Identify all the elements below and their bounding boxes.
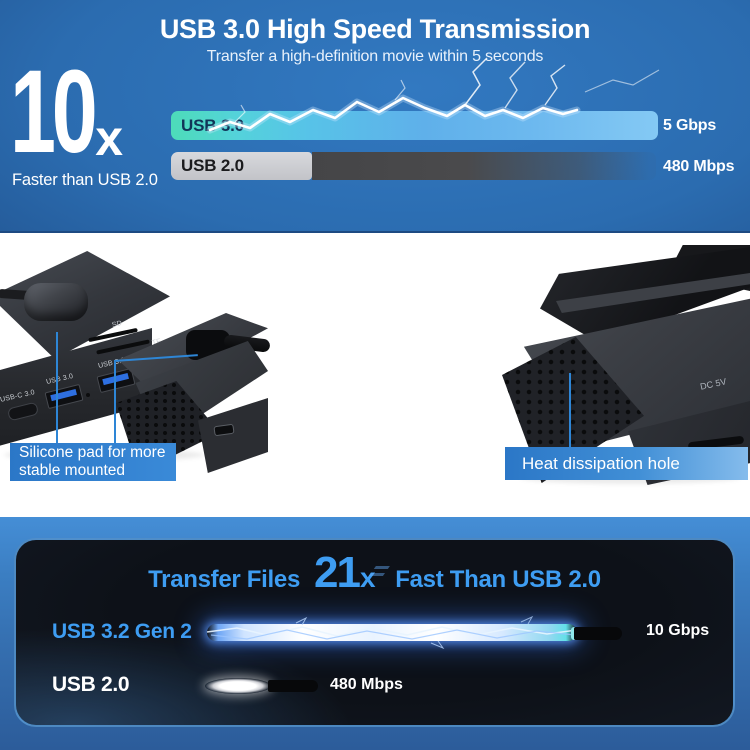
beam-cap-usb2	[268, 680, 318, 692]
callout-line-pad-1	[56, 332, 58, 444]
card-title-suffix: Fast Than USB 2.0	[395, 566, 601, 593]
multiplier-number: 10	[10, 46, 98, 178]
card-title: Transfer Files 21 x Fast Than USB 2.0	[16, 548, 733, 598]
card-title-x: x	[360, 562, 376, 594]
caption-line-2: stable mounted	[19, 462, 125, 479]
caption-line-1: Silicone pad for more	[19, 444, 166, 461]
usb-plug-on-pad	[24, 283, 88, 321]
card-title-prefix: Transfer Files	[148, 566, 300, 593]
reset-hole	[86, 393, 90, 397]
usb2-bar-label: USB 2.0	[181, 156, 244, 175]
beam-cap-usb32	[574, 627, 622, 640]
multiplier-x: x	[95, 110, 124, 167]
usb3-speed-value: 5 Gbps	[663, 117, 717, 134]
multiplier-10x: 10 x	[10, 46, 124, 178]
usb2-speed-track	[312, 152, 656, 180]
callout-line-pad-2	[114, 362, 116, 445]
banner-subtitle: Transfer a high-definition movie within …	[206, 48, 544, 65]
feature-photos-section: SD TF USB-C 3.0 USB 3.0 USB 3.0 Silicone…	[0, 233, 750, 517]
electric-puff-usb2	[205, 678, 271, 694]
card-title-multiplier: 21	[314, 548, 361, 597]
usb2-row-value: 480 Mbps	[330, 676, 403, 693]
beam-filaments	[206, 615, 578, 650]
heat-dissipation-caption: Heat dissipation hole	[505, 447, 748, 480]
transfer-speed-section: Transfer Files 21 x Fast Than USB 2.0 US…	[0, 517, 750, 750]
electric-beam-usb32	[206, 615, 578, 650]
usb2-speed-bar: USB 2.0	[171, 152, 312, 180]
multiplier-caption: Faster than USB 2.0	[12, 171, 158, 189]
speed-banner: USB 3.0 High Speed Transmission Transfer…	[0, 0, 750, 233]
usb32-row-label: USB 3.2 Gen 2	[52, 620, 192, 643]
callout-line-vent	[569, 373, 571, 448]
usb2-row-label: USB 2.0	[52, 673, 130, 696]
banner-title: USB 3.0 High Speed Transmission	[159, 14, 591, 44]
usb32-row-value: 10 Gbps	[646, 622, 710, 639]
usb3-bar-label: USB 3.0	[181, 116, 244, 135]
usb2-speed-value: 480 Mbps	[663, 158, 735, 175]
sd-slot-label: SD	[111, 319, 123, 330]
speed-comparison-card: Transfer Files 21 x Fast Than USB 2.0 US…	[14, 538, 735, 727]
silicone-pad-caption: Silicone pad for more stable mounted	[10, 443, 176, 481]
usb3-speed-bar: USB 3.0	[171, 111, 658, 140]
